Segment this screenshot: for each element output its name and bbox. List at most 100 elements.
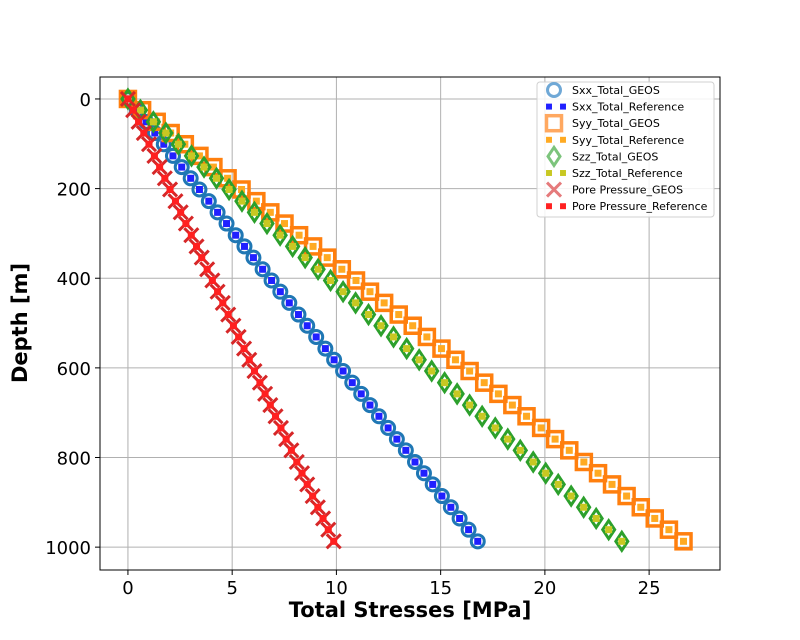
y-tick-label: 400 — [57, 269, 91, 290]
data-point — [162, 129, 170, 137]
data-point — [173, 159, 190, 176]
data-point — [276, 288, 284, 296]
data-point — [191, 181, 208, 198]
data-point — [145, 110, 162, 134]
data-point — [135, 118, 143, 126]
legend-marker — [546, 103, 552, 110]
legend-marker — [546, 203, 552, 210]
data-point — [411, 348, 427, 372]
data-point — [225, 185, 233, 193]
data-point — [588, 463, 608, 483]
data-point — [218, 215, 235, 232]
data-point — [494, 390, 502, 398]
data-point — [403, 316, 422, 335]
data-point — [424, 476, 441, 493]
data-point — [252, 197, 260, 205]
data-point — [600, 517, 617, 542]
data-point — [417, 327, 437, 347]
data-point — [330, 356, 338, 364]
data-point — [319, 514, 327, 522]
data-point — [234, 189, 250, 213]
data-point — [158, 121, 174, 145]
y-tick-label: 1000 — [45, 538, 91, 559]
data-point — [402, 446, 410, 454]
data-point — [460, 521, 477, 538]
data-point — [133, 106, 141, 114]
data-point — [140, 129, 148, 137]
data-point — [309, 492, 317, 500]
data-point — [294, 311, 302, 319]
series-szz-total-geos — [120, 87, 630, 554]
data-point — [592, 514, 600, 522]
data-point — [272, 283, 289, 300]
data-point — [370, 408, 387, 425]
data-point — [554, 480, 562, 488]
x-tick-label: 0 — [122, 578, 133, 599]
data-point — [187, 174, 195, 182]
data-point — [665, 526, 673, 534]
data-point — [637, 503, 645, 511]
data-point — [446, 350, 465, 370]
series-pore-pressure-reference — [124, 95, 338, 545]
legend-marker — [560, 170, 566, 176]
y-tick-label: 600 — [57, 359, 91, 380]
data-point — [174, 140, 182, 148]
x-tick-label: 5 — [226, 578, 237, 599]
data-point — [674, 532, 693, 551]
y-tick-label: 200 — [57, 180, 91, 201]
data-point — [512, 438, 529, 463]
data-point — [374, 293, 394, 313]
plot-area — [118, 87, 693, 554]
data-point — [156, 163, 164, 171]
data-point — [193, 242, 201, 250]
legend-label: Sxx_Total_Reference — [572, 101, 684, 114]
data-point — [145, 140, 153, 148]
data-point — [385, 325, 402, 349]
y-tick-label: 800 — [57, 449, 91, 470]
data-point — [198, 254, 206, 262]
data-point — [618, 537, 626, 545]
data-point — [617, 486, 636, 506]
data-point — [397, 442, 414, 459]
legend-marker — [546, 82, 562, 98]
data-point — [303, 322, 311, 330]
data-point — [529, 458, 537, 466]
data-point — [266, 401, 274, 409]
data-point — [442, 499, 459, 516]
data-point — [432, 339, 451, 358]
data-point — [380, 299, 388, 307]
data-point — [290, 306, 307, 323]
data-point — [195, 152, 203, 160]
data-point — [229, 322, 237, 330]
data-point — [357, 390, 365, 398]
data-point — [277, 424, 285, 432]
data-point — [580, 458, 588, 466]
data-point — [327, 276, 335, 284]
data-point — [560, 441, 579, 460]
data-point — [542, 469, 550, 477]
data-point — [254, 261, 271, 278]
data-point — [188, 152, 196, 160]
data-point — [352, 299, 360, 307]
x-axis-label: Total Stresses [MPa] — [289, 598, 532, 622]
data-point — [537, 424, 545, 432]
data-point — [332, 260, 352, 279]
data-point — [301, 254, 309, 262]
data-point — [645, 509, 664, 528]
data-point — [565, 446, 573, 454]
data-point — [428, 367, 436, 375]
data-point — [324, 526, 332, 534]
data-point — [563, 484, 579, 508]
data-point — [499, 427, 516, 451]
y-tick-label: 0 — [80, 90, 91, 111]
data-point — [227, 227, 244, 244]
data-point — [504, 435, 512, 443]
data-point — [295, 231, 303, 239]
data-point — [149, 118, 157, 126]
data-point — [166, 185, 174, 193]
data-point — [214, 208, 222, 216]
data-point — [205, 197, 213, 205]
data-point — [575, 495, 592, 519]
data-point — [209, 163, 217, 171]
data-point — [461, 393, 478, 417]
